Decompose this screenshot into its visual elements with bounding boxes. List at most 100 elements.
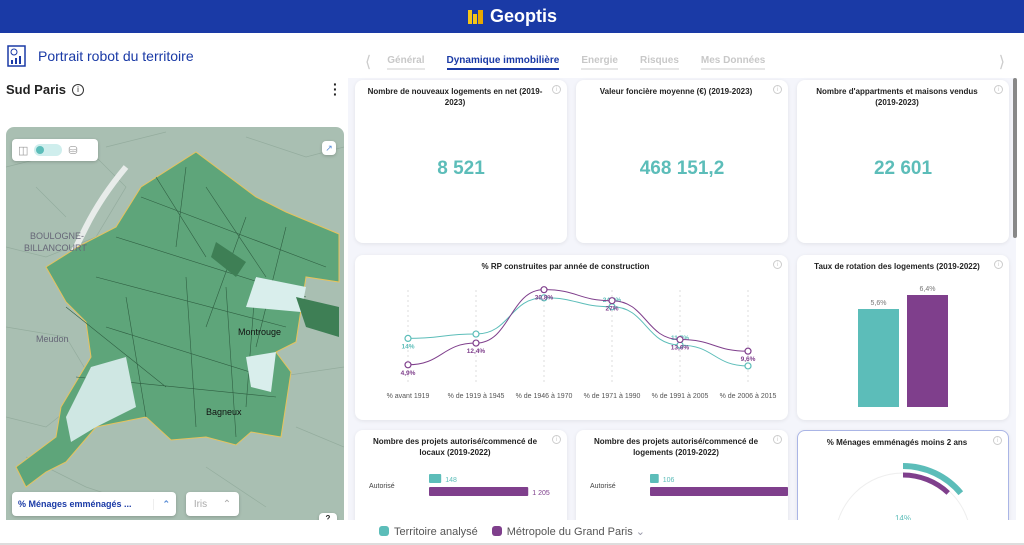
data-label: 12,4%: [467, 348, 486, 355]
info-icon[interactable]: i: [773, 85, 782, 94]
tab-bar: ⟨ Général Dynamique immobilière Energie …: [365, 52, 1005, 72]
scrollbar[interactable]: [1013, 78, 1017, 238]
data-point: [676, 335, 684, 344]
map-canvas[interactable]: BOULOGNE- BILLANCOURT Meudon Montrouge B…: [6, 127, 344, 531]
x-tick-label: % de 2006 à 2015: [720, 393, 777, 400]
tab-general[interactable]: Général: [387, 55, 425, 70]
donut-chart: 14%: [834, 463, 972, 542]
legend-label: Territoire analysé: [394, 525, 478, 538]
series-line: [407, 297, 749, 367]
data-label: 14%: [401, 343, 414, 350]
tab-mes-donnees[interactable]: Mes Données: [700, 55, 766, 70]
map-view-toggle[interactable]: ◫ ⛁: [12, 139, 98, 161]
more-options-icon[interactable]: · · ·: [333, 76, 338, 102]
map-label-boulogne: BOULOGNE-: [30, 231, 84, 241]
bar: [650, 474, 659, 483]
chevron-down-icon[interactable]: ⌄: [635, 526, 645, 538]
territory-name: Sud Paris: [6, 82, 66, 97]
data-point: [404, 361, 412, 369]
series-line: [407, 289, 749, 366]
data-point: [472, 330, 480, 338]
indicator-select[interactable]: % Ménages emménagés ... ⌃: [12, 492, 176, 516]
map-label-montrouge: Montrouge: [238, 327, 281, 337]
page-header: Portrait robot du territoire: [6, 44, 194, 68]
bar: [650, 487, 788, 496]
legend-item-territoire[interactable]: Territoire analysé: [379, 525, 478, 538]
category-label: Autorisé: [369, 483, 395, 490]
donut-arc: [902, 463, 964, 496]
info-icon[interactable]: i: [71, 83, 84, 96]
top-bar: Geoptis: [0, 0, 1024, 33]
territory-heading: Sud Paris i: [6, 82, 84, 97]
data-point: [744, 362, 752, 370]
data-label: 30,8%: [535, 295, 554, 302]
bar-label: 148: [445, 477, 457, 484]
bar-label: 5,6%: [871, 300, 887, 307]
info-icon[interactable]: i: [552, 85, 561, 94]
data-label: 4,9%: [401, 370, 416, 377]
donut-label: 14%: [895, 514, 911, 523]
kpi-card-new-housing: Nombre de nouveaux logements en net (201…: [355, 80, 567, 243]
data-point: [608, 297, 616, 305]
line-chart: % avant 1919 % de 1919 à 1945 % de 1946 à …: [387, 286, 777, 400]
tab-dynamique-immobiliere[interactable]: Dynamique immobilière: [446, 55, 560, 70]
card-title: % RP construites par année de constructi…: [481, 262, 650, 271]
tab-risques[interactable]: Risques: [640, 55, 679, 70]
legend-item-metropole[interactable]: Métropole du Grand Paris ⌄: [491, 525, 645, 538]
data-label: 27%: [605, 306, 618, 313]
card-title: Nombre des projets autorisé/commencé de …: [372, 437, 538, 457]
fullscreen-icon[interactable]: ↗: [322, 141, 336, 155]
category-label: Autorisé: [590, 483, 616, 490]
tabs-next-icon[interactable]: ⟩: [998, 54, 1005, 71]
info-icon[interactable]: i: [994, 260, 1003, 269]
tab-energie[interactable]: Energie: [581, 55, 618, 70]
rotation-chart-card: Taux de rotation des logements (2019-202…: [797, 255, 1009, 420]
brand-name: Geoptis: [489, 6, 557, 26]
map-label-meudon: Meudon: [36, 334, 69, 344]
map-label-billancourt: BILLANCOURT: [24, 243, 87, 253]
x-tick-label: % avant 1919: [387, 393, 430, 400]
map[interactable]: BOULOGNE- BILLANCOURT Meudon Montrouge B…: [6, 127, 344, 531]
level-select-value: Iris: [193, 498, 208, 510]
data-point: [540, 286, 548, 294]
bar-chart: 5,6% 6,4%: [858, 286, 948, 407]
map-label-bagneux: Bagneux: [206, 407, 242, 417]
x-tick-label: % de 1919 à 1945: [448, 393, 505, 400]
data-point: [540, 294, 548, 302]
legend-label: Métropole du Grand Paris: [506, 526, 633, 538]
x-tick-label: % de 1991 à 2005: [652, 393, 709, 400]
level-select[interactable]: Iris ⌃: [186, 492, 239, 516]
legend: Territoire analysé Métropole du Grand Pa…: [0, 520, 1024, 545]
data-label: 9,6%: [741, 356, 756, 363]
info-icon[interactable]: i: [993, 436, 1002, 445]
card-title: Valeur foncière moyenne (€) (2019-2023): [599, 87, 753, 96]
bar-label: 106: [663, 477, 675, 484]
view-switch[interactable]: [34, 144, 63, 156]
kpi-value: 468 151,2: [639, 158, 725, 179]
bar: [858, 309, 899, 407]
card-title: Nombre d'appartments et maisons vendus (…: [816, 87, 978, 107]
indicator-select-value: % Ménages emménagés ...: [18, 499, 132, 509]
card-title: % Ménages emménagés moins 2 ans: [826, 438, 968, 447]
x-tick-label: % de 1971 à 1990: [584, 393, 641, 400]
kpi-value: 8 521: [437, 158, 485, 179]
chevron-updown-icon: ⌃: [153, 498, 170, 510]
info-icon[interactable]: i: [773, 435, 782, 444]
info-icon[interactable]: i: [994, 85, 1003, 94]
data-point: [472, 339, 480, 347]
info-icon[interactable]: i: [773, 260, 782, 269]
kpi-card-sales: Nombre d'appartments et maisons vendus (…: [797, 80, 1009, 243]
line-chart-card: % RP construites par année de constructi…: [355, 255, 788, 420]
donut-arc: [902, 472, 950, 495]
info-icon[interactable]: i: [552, 435, 561, 444]
data-point: [404, 334, 412, 343]
dashboard: Nombre de nouveaux logements en net (201…: [348, 78, 1016, 545]
chevron-up-icon: ⌃: [222, 498, 232, 510]
territory-boundary: [15, 151, 340, 488]
bar-label: 6,4%: [920, 286, 936, 293]
database-icon[interactable]: ⛁: [68, 144, 78, 157]
tabs-prev-icon[interactable]: ⟨: [365, 54, 372, 71]
hbar-chart: Autorisé 148 1 205: [369, 474, 550, 497]
map-icon[interactable]: ◫: [18, 144, 29, 157]
bar: [429, 487, 529, 496]
